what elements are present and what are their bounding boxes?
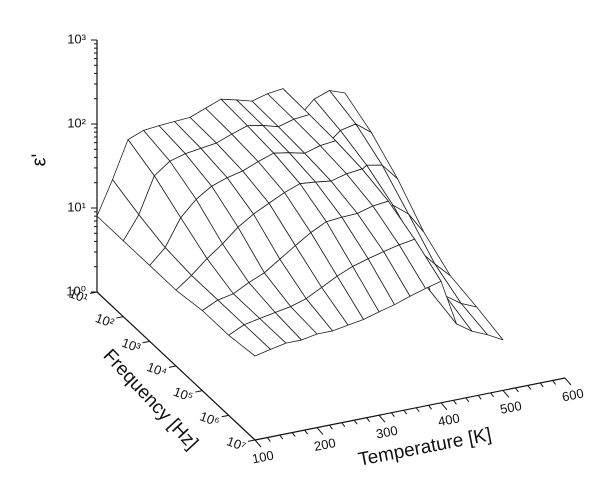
x-minor-tick	[490, 392, 495, 398]
x-minor-tick	[452, 400, 457, 405]
y-tick	[195, 390, 203, 393]
x-tick-label: 200	[313, 435, 337, 454]
x-minor-tick	[415, 407, 420, 413]
y-tick-label: 10³	[120, 335, 143, 356]
z-tick-label: 10³	[67, 31, 86, 46]
z-tick-label: 10¹	[67, 199, 86, 214]
x-minor-tick	[477, 395, 482, 400]
x-minor-tick	[390, 412, 395, 418]
y-tick	[221, 414, 229, 418]
y-tick-label: 10⁵	[171, 384, 195, 405]
x-tick-label: 400	[437, 410, 461, 429]
x-minor-tick	[291, 432, 296, 437]
z-tick-label: 10²	[67, 115, 86, 130]
x-minor-tick	[266, 437, 271, 442]
x-minor-tick	[403, 409, 408, 415]
x-minor-tick	[465, 397, 470, 403]
x-tick-label: 100	[251, 448, 275, 467]
x-minor-tick	[539, 382, 544, 388]
x-tick	[502, 390, 510, 398]
y-tick	[247, 439, 256, 442]
x-tick-label: 500	[499, 398, 523, 417]
x-tick	[564, 377, 572, 386]
x-axis	[254, 377, 566, 441]
y-tick-label: 10⁶	[198, 409, 222, 430]
x-tick	[440, 402, 448, 411]
x-tick-label: 600	[561, 386, 585, 405]
surface-cell	[228, 324, 271, 357]
x-minor-tick	[527, 385, 532, 390]
y-tick	[89, 291, 98, 294]
y-tick	[116, 316, 124, 319]
y-tick-label: 10²	[93, 310, 116, 331]
x-minor-tick	[328, 424, 333, 430]
x-minor-tick	[552, 380, 556, 385]
x-minor-tick	[279, 434, 284, 440]
x-tick-label: 300	[375, 423, 399, 442]
x-minor-tick	[304, 429, 309, 435]
x-tick	[316, 427, 324, 435]
x-minor-tick	[366, 417, 371, 422]
z-tick-label: 10⁰	[66, 283, 86, 298]
y-tick	[142, 340, 150, 344]
z-axis-title: ε'	[28, 154, 50, 167]
y-tick	[168, 365, 177, 368]
x-tick	[378, 414, 386, 423]
y-tick-label: 10⁷	[225, 433, 248, 454]
x-minor-tick	[515, 387, 519, 393]
x-minor-tick	[341, 422, 346, 427]
x-tick	[254, 439, 262, 448]
x-minor-tick	[353, 419, 358, 425]
x-minor-tick	[428, 404, 433, 410]
y-tick-label: 10¹	[67, 286, 90, 307]
y-tick-label: 10⁴	[145, 359, 169, 380]
